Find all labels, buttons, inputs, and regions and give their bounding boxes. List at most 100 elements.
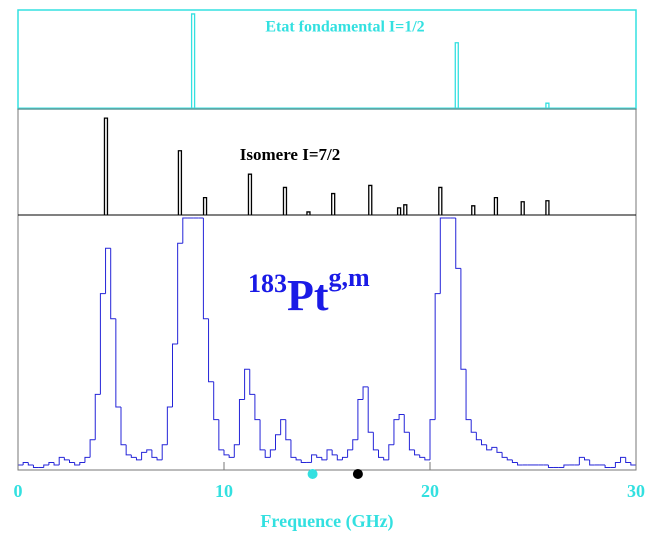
histogram-step	[161, 444, 168, 460]
histogram-step	[501, 452, 508, 458]
frequency-marker	[307, 469, 318, 479]
stem	[396, 207, 402, 215]
histogram-step	[496, 447, 503, 453]
histogram-step	[43, 464, 49, 468]
histogram-step	[414, 449, 420, 456]
histogram-step	[455, 218, 461, 269]
histogram-step	[367, 386, 374, 433]
histogram-step	[120, 407, 127, 446]
histogram-step	[84, 456, 91, 463]
histogram-step	[517, 462, 523, 466]
x-tick-label: 0	[14, 481, 23, 501]
histogram-step	[511, 459, 518, 463]
histogram-step	[388, 444, 394, 460]
histogram-step	[63, 457, 70, 461]
histogram-step	[620, 456, 626, 463]
histogram-step	[172, 343, 178, 407]
histogram-step	[125, 444, 132, 456]
histogram-step	[94, 393, 101, 440]
stem	[190, 13, 196, 108]
histogram-step	[79, 461, 85, 465]
histogram-step	[285, 419, 291, 441]
histogram-step	[578, 456, 585, 465]
histogram-step	[238, 398, 245, 445]
histogram-step	[151, 449, 158, 458]
histogram-step	[352, 439, 358, 450]
histogram-step	[69, 459, 75, 463]
histogram-step	[614, 461, 621, 468]
histogram-step	[311, 454, 317, 463]
histogram-step	[182, 217, 188, 244]
histogram-step	[115, 318, 121, 408]
histogram-step	[27, 462, 34, 466]
histogram-step	[110, 248, 116, 320]
x-axis-label: Frequence (GHz)	[260, 511, 393, 532]
stem	[202, 197, 208, 215]
stem	[306, 211, 311, 215]
histogram-step	[491, 446, 497, 450]
histogram-step	[481, 439, 487, 446]
histogram-step	[130, 454, 137, 458]
histogram-step	[362, 386, 369, 400]
histogram-step	[218, 419, 224, 451]
histogram-step	[244, 368, 250, 400]
histogram-step	[604, 464, 611, 468]
stem	[368, 184, 373, 215]
histogram-step	[53, 462, 60, 466]
stem	[247, 173, 253, 215]
histogram-step	[486, 444, 492, 451]
histogram-step	[269, 449, 276, 458]
x-tick-label: 30	[627, 481, 645, 501]
panel-frame	[17, 108, 637, 471]
histogram-step	[74, 462, 80, 466]
histogram-step	[300, 459, 307, 463]
histogram-step	[383, 457, 389, 461]
histogram-step	[470, 419, 477, 433]
histogram-step	[378, 449, 384, 458]
stem	[454, 42, 459, 108]
histogram-step	[208, 318, 214, 383]
histogram-step	[341, 456, 348, 460]
histogram-step	[89, 439, 96, 458]
histogram-step	[275, 434, 281, 450]
x-tick-label: 20	[421, 481, 439, 501]
histogram-step	[156, 457, 163, 461]
frequency-marker	[352, 469, 363, 479]
histogram-step	[424, 457, 430, 461]
histogram-step	[347, 449, 353, 458]
histogram-step	[408, 432, 415, 451]
histogram-step	[32, 464, 39, 468]
stem	[177, 150, 183, 215]
stem	[103, 117, 109, 215]
histogram-step	[630, 462, 636, 466]
histogram-step	[475, 432, 482, 441]
histogram-step	[166, 406, 173, 445]
histogram-step	[419, 454, 425, 458]
histogram-step	[439, 217, 446, 294]
histogram-step	[336, 454, 343, 461]
x-tick-label: 10	[215, 481, 233, 501]
histogram-step	[233, 444, 240, 458]
histogram-step	[429, 419, 436, 460]
element: Pt	[287, 271, 329, 320]
histogram-step	[316, 454, 322, 458]
histogram-step	[434, 293, 441, 420]
histogram-step	[259, 419, 266, 451]
stem	[471, 205, 476, 215]
histogram-step	[58, 456, 65, 465]
stem	[282, 186, 288, 215]
stem	[403, 204, 408, 215]
histogram-step	[141, 451, 147, 460]
panel-title: Isomere I=7/2	[240, 145, 341, 164]
stem	[545, 200, 550, 215]
histogram-step	[202, 218, 209, 320]
histogram-step	[589, 459, 595, 466]
histogram-step	[146, 449, 152, 453]
histogram-step	[326, 449, 333, 460]
histogram-step	[460, 268, 467, 370]
histogram-step	[372, 432, 379, 451]
histogram-step	[295, 457, 302, 461]
histogram-step	[403, 414, 410, 433]
histogram-step	[135, 457, 142, 461]
histogram-step	[228, 454, 235, 458]
